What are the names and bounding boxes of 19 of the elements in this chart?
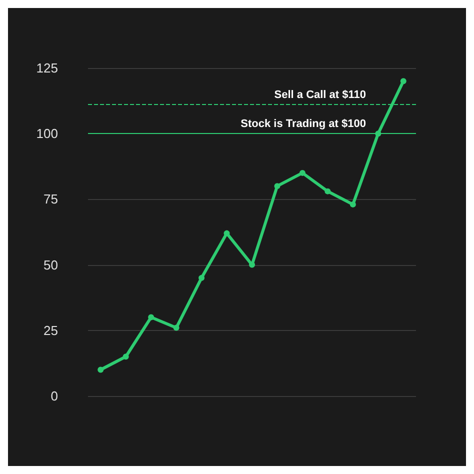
y-tick-label: 125 bbox=[36, 60, 58, 76]
y-tick-label: 0 bbox=[50, 388, 58, 404]
point bbox=[299, 170, 306, 176]
point bbox=[350, 201, 356, 208]
point bbox=[148, 314, 154, 320]
point bbox=[400, 78, 406, 84]
ref-line-label: Stock is Trading at $100 bbox=[240, 118, 366, 130]
y-tick-label: 75 bbox=[44, 192, 58, 207]
y-tick-label: 100 bbox=[36, 126, 58, 142]
y-tick-label: 25 bbox=[44, 322, 58, 338]
point bbox=[198, 274, 205, 281]
point bbox=[324, 188, 331, 194]
point bbox=[274, 183, 280, 190]
point bbox=[122, 354, 129, 360]
point bbox=[98, 366, 104, 373]
point bbox=[173, 324, 180, 331]
y-tick-label: 50 bbox=[44, 257, 58, 272]
point bbox=[224, 230, 230, 236]
ref-line-label: Sell a Call at $110 bbox=[274, 89, 366, 102]
